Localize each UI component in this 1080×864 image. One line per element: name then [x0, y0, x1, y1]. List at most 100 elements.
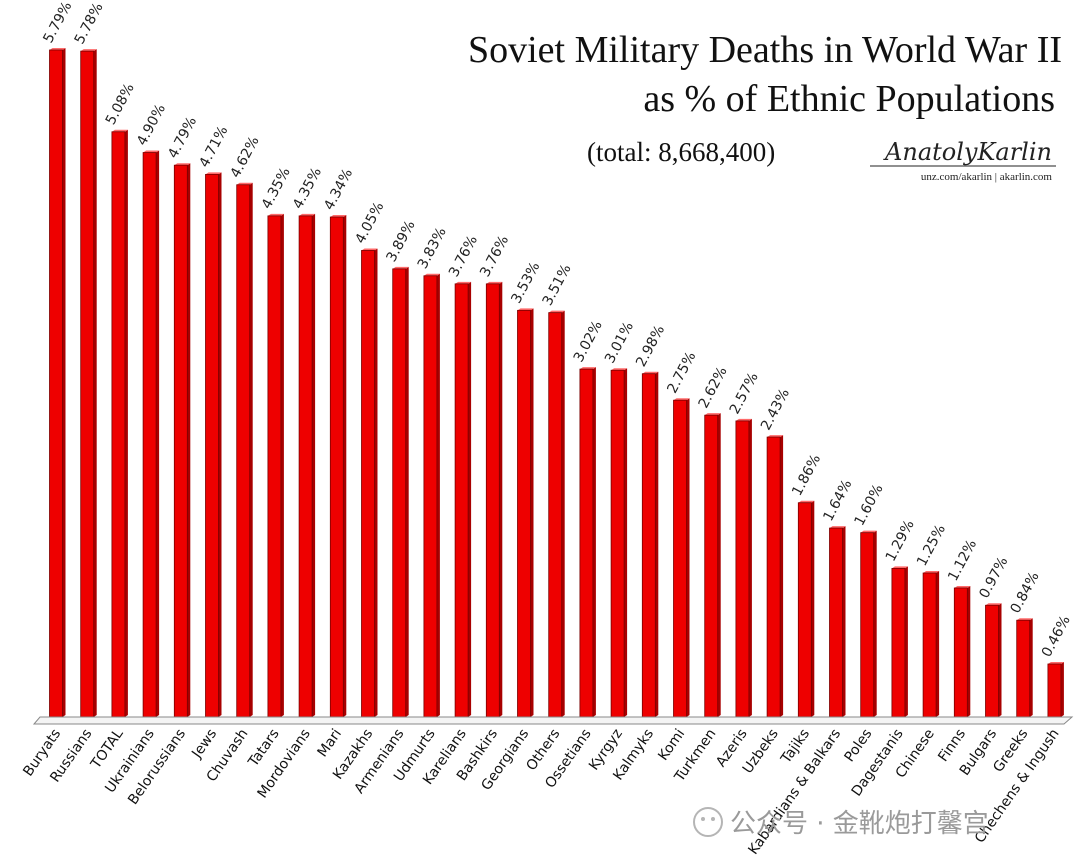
- bar-side: [280, 213, 284, 717]
- bar-top: [923, 571, 940, 573]
- bar-kalmyks: [641, 373, 656, 718]
- data-label: 4.71%: [196, 123, 231, 170]
- bar-top: [548, 310, 565, 313]
- bar-top: [611, 368, 628, 371]
- bar-buryats: [49, 49, 63, 718]
- data-label: 3.89%: [384, 218, 419, 265]
- bar-side: [124, 129, 128, 717]
- bar-armenians: [392, 268, 407, 718]
- bar-side: [780, 435, 784, 717]
- bar-top: [642, 371, 659, 374]
- data-label: 5.78%: [72, 0, 107, 47]
- bar-side: [811, 500, 815, 717]
- bar: [361, 248, 378, 718]
- chart-subtitle: as % of Ethnic Populations: [643, 78, 1055, 120]
- bar-side: [686, 398, 690, 717]
- bar-top: [1016, 618, 1033, 621]
- bar-side: [530, 308, 534, 717]
- bar: [985, 603, 1002, 718]
- bar-azeris: [735, 420, 750, 718]
- bar-side: [249, 182, 253, 717]
- bar-side: [468, 281, 472, 717]
- data-label: 3.51%: [540, 262, 575, 309]
- data-label: 0.84%: [1008, 569, 1043, 616]
- bar-side: [343, 215, 347, 718]
- bar-top: [891, 566, 908, 569]
- bar: [392, 266, 409, 718]
- bar-finns: [953, 587, 968, 718]
- data-label: 2.75%: [664, 349, 699, 396]
- bar-turkmen: [704, 414, 719, 718]
- bar: [797, 500, 815, 718]
- bar-top: [330, 215, 347, 218]
- bar: [579, 367, 596, 718]
- author-signature: AnatolyKarlin: [883, 138, 1052, 166]
- bar-dagestanis: [891, 567, 906, 718]
- chart-title: Soviet Military Deaths in World War II: [468, 29, 1062, 71]
- bar: [766, 435, 784, 718]
- data-label: 4.79%: [165, 114, 200, 161]
- bar-jews: [205, 174, 219, 718]
- bar: [922, 571, 940, 718]
- data-label: 1.29%: [883, 517, 918, 564]
- data-label: 1.60%: [852, 482, 887, 529]
- bar-others: [548, 312, 563, 718]
- bar: [735, 418, 752, 718]
- bar: [673, 398, 690, 718]
- bar-top: [143, 150, 160, 153]
- bar-side: [1060, 662, 1064, 717]
- bar-side: [436, 273, 440, 717]
- bar: [860, 530, 877, 718]
- data-label: 4.35%: [259, 165, 294, 212]
- data-label: 1.64%: [820, 477, 855, 524]
- bar: [704, 413, 721, 718]
- bar-side: [405, 266, 409, 717]
- bar-side: [499, 281, 503, 717]
- bar-chuvash: [236, 184, 251, 718]
- bar-belorussians: [173, 164, 188, 718]
- bar-side: [62, 47, 66, 717]
- bar: [517, 308, 534, 718]
- bar-top: [174, 163, 191, 166]
- data-label: 3.01%: [602, 319, 637, 366]
- data-label: 0.46%: [1039, 613, 1074, 660]
- bar: [953, 585, 971, 718]
- bar-side: [904, 566, 908, 717]
- bar-side: [156, 150, 160, 717]
- bar-ukrainians: [142, 152, 157, 718]
- bar-side: [592, 367, 596, 717]
- bar: [423, 273, 440, 718]
- bar: [454, 281, 472, 718]
- bar: [610, 368, 628, 718]
- data-label: 2.62%: [696, 364, 731, 411]
- bar: [298, 213, 316, 718]
- bar-side: [655, 371, 659, 717]
- bar-top: [673, 398, 690, 401]
- bar-top: [985, 603, 1002, 606]
- data-label: 2.57%: [727, 370, 762, 417]
- bar-chechens-ingush: [1047, 663, 1062, 718]
- bar: [173, 163, 191, 718]
- bar-bashkirs: [485, 283, 500, 718]
- bar: [49, 47, 66, 718]
- bar-side: [998, 603, 1002, 717]
- bar-side: [842, 526, 846, 717]
- bar: [891, 566, 908, 718]
- data-label: 1.86%: [789, 452, 824, 499]
- bar: [548, 310, 565, 718]
- bar-kabardians-balkars: [829, 527, 843, 718]
- bar-chinese: [922, 572, 937, 718]
- bar-top: [392, 266, 409, 269]
- bar-ossetians: [579, 368, 594, 718]
- bar-top: [767, 435, 784, 438]
- bar-side: [1029, 618, 1033, 717]
- bar-top: [579, 367, 596, 370]
- bar: [236, 182, 253, 718]
- bar-side: [936, 571, 940, 717]
- bar-side: [717, 413, 721, 717]
- bar-top: [954, 585, 971, 588]
- bar-top: [829, 526, 846, 529]
- bar-mordovians: [298, 215, 313, 718]
- data-label: 3.02%: [571, 318, 606, 365]
- bar-top: [111, 129, 128, 132]
